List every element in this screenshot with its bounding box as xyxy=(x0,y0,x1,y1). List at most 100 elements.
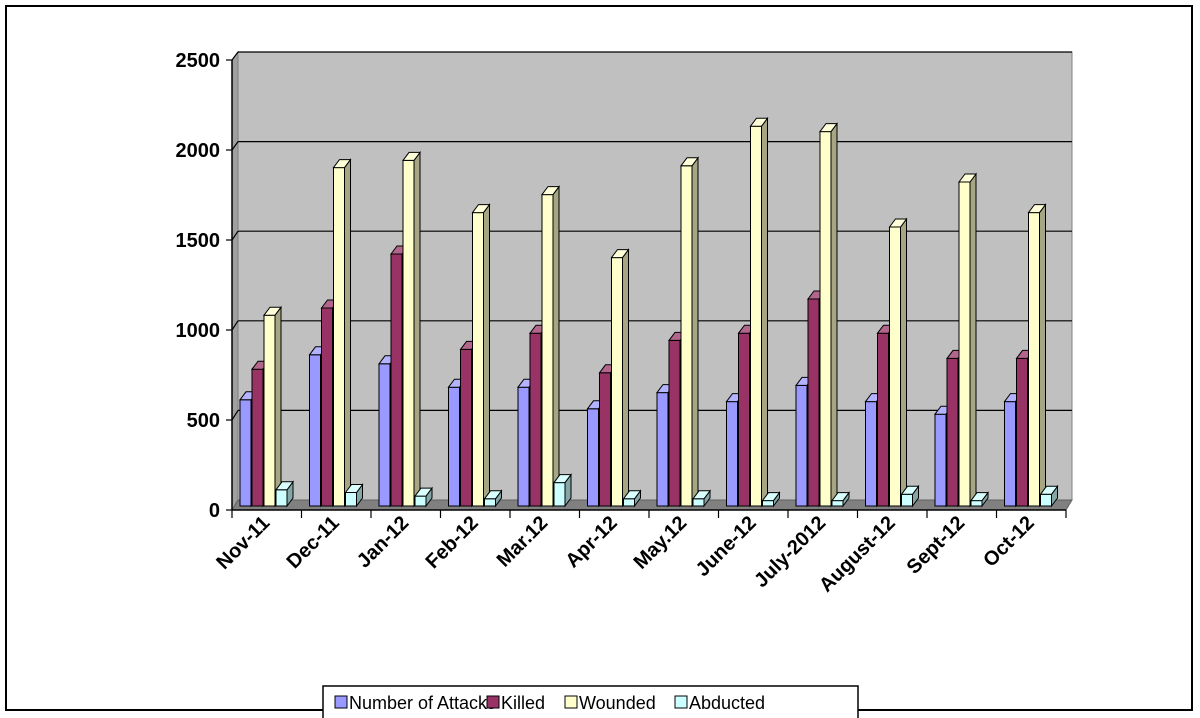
bar-front xyxy=(934,413,947,507)
legend-swatch xyxy=(486,695,500,709)
x-tick-label: Oct-12 xyxy=(979,512,1039,572)
y-tick-label: 2000 xyxy=(176,140,221,162)
bar-3-4 xyxy=(553,473,572,508)
bar-top xyxy=(900,485,920,495)
bar-top xyxy=(332,159,352,169)
bar-front xyxy=(263,314,276,507)
bar-top xyxy=(622,490,642,500)
bar-top xyxy=(414,487,433,497)
bar-front xyxy=(587,408,599,507)
bar-top xyxy=(761,492,781,502)
bar-front xyxy=(958,181,971,507)
bar-2-6 xyxy=(680,156,699,508)
y-tick-label: 1000 xyxy=(176,320,221,342)
bar-front xyxy=(831,500,844,507)
bar-front xyxy=(1004,401,1016,507)
y-tick-label: 2500 xyxy=(176,50,221,72)
legend: Number of Attacks Killed Wounded Abducted xyxy=(322,685,859,718)
x-tick-label: August-12 xyxy=(815,512,900,597)
bar-side xyxy=(1039,203,1046,508)
bar-top xyxy=(749,117,769,127)
bar-front xyxy=(1040,493,1052,507)
bar-top xyxy=(275,481,294,491)
x-tick-label: June-12 xyxy=(692,512,761,581)
bar-top xyxy=(888,218,908,228)
bar-front xyxy=(762,500,774,507)
bar-front xyxy=(726,401,738,507)
bar-top xyxy=(958,173,977,183)
bar-front xyxy=(1016,357,1028,507)
bar-front xyxy=(795,384,808,507)
x-tick-label: Nov-11 xyxy=(212,512,274,574)
bar-side xyxy=(483,203,490,508)
bar-2-3 xyxy=(471,203,491,508)
x-axis: Nov-11 Dec-11 Jan-12 Feb-12 Mar.12 Apr-12 May.… xyxy=(212,509,1067,597)
bar-front xyxy=(1028,212,1040,507)
bar-front xyxy=(553,482,566,507)
bar-front xyxy=(623,498,635,507)
bar-front xyxy=(599,372,611,507)
bar-front xyxy=(460,348,472,507)
bar-side xyxy=(413,150,421,508)
bar-top xyxy=(819,123,838,133)
bar-2-7 xyxy=(749,116,769,508)
bar-front xyxy=(333,167,345,507)
bar-3-3 xyxy=(483,489,503,508)
bar-3-7 xyxy=(761,491,781,508)
bar-3-0 xyxy=(275,480,294,508)
bar-top xyxy=(1039,485,1059,495)
bar-3-10 xyxy=(970,491,989,508)
bar-top xyxy=(263,306,282,316)
bar-front xyxy=(239,399,252,507)
x-tick-label: Feb-12 xyxy=(422,512,483,573)
bar-top xyxy=(553,474,572,484)
bar-front xyxy=(970,500,983,507)
bar-front xyxy=(390,253,403,507)
bar-front xyxy=(865,401,877,507)
bar-3-2 xyxy=(414,486,433,508)
bar-front xyxy=(529,332,542,507)
bar-top xyxy=(483,490,503,500)
bar-front xyxy=(309,354,321,507)
x-tick-label: Sept-12 xyxy=(903,512,970,579)
bar-3-9 xyxy=(900,484,920,508)
bar-front xyxy=(402,159,415,507)
gridlines xyxy=(231,51,1072,421)
bar-side xyxy=(830,122,838,508)
legend-label: Killed xyxy=(501,693,545,713)
bar-2-4 xyxy=(541,185,560,508)
bars xyxy=(239,116,1059,508)
bar-top xyxy=(344,484,364,493)
bar-2-10 xyxy=(958,172,977,508)
bar-3-11 xyxy=(1039,484,1059,508)
bar-front xyxy=(517,386,530,507)
legend-label: Number of Attacks xyxy=(349,693,496,713)
bar-side xyxy=(622,248,629,508)
bar-front xyxy=(448,386,460,507)
bar-front xyxy=(692,498,705,507)
gridline-depth xyxy=(231,230,239,241)
bar-2-9 xyxy=(888,217,908,508)
bar-2-1 xyxy=(332,158,352,508)
gridline-depth xyxy=(231,51,239,61)
bar-front xyxy=(750,125,762,507)
y-tick-label: 0 xyxy=(209,500,220,522)
y-tick-label: 500 xyxy=(187,410,220,432)
bar-3-1 xyxy=(344,483,364,508)
bar-3-5 xyxy=(622,489,642,508)
bar-side xyxy=(344,158,351,508)
x-tick-label: Dec-11 xyxy=(283,512,344,573)
bar-front xyxy=(901,493,913,507)
legend-swatch xyxy=(334,695,348,709)
bar-front xyxy=(680,165,693,507)
bar-front xyxy=(946,357,959,507)
bar-side xyxy=(691,156,699,508)
y-axis: 0 500 1000 1500 2000 2500 xyxy=(176,50,233,522)
bar-front xyxy=(738,332,750,507)
legend-label: Abducted xyxy=(689,693,765,713)
bar-side xyxy=(274,305,282,508)
bar-top xyxy=(541,186,560,196)
bar-front xyxy=(877,332,889,507)
bar-front xyxy=(321,307,333,507)
